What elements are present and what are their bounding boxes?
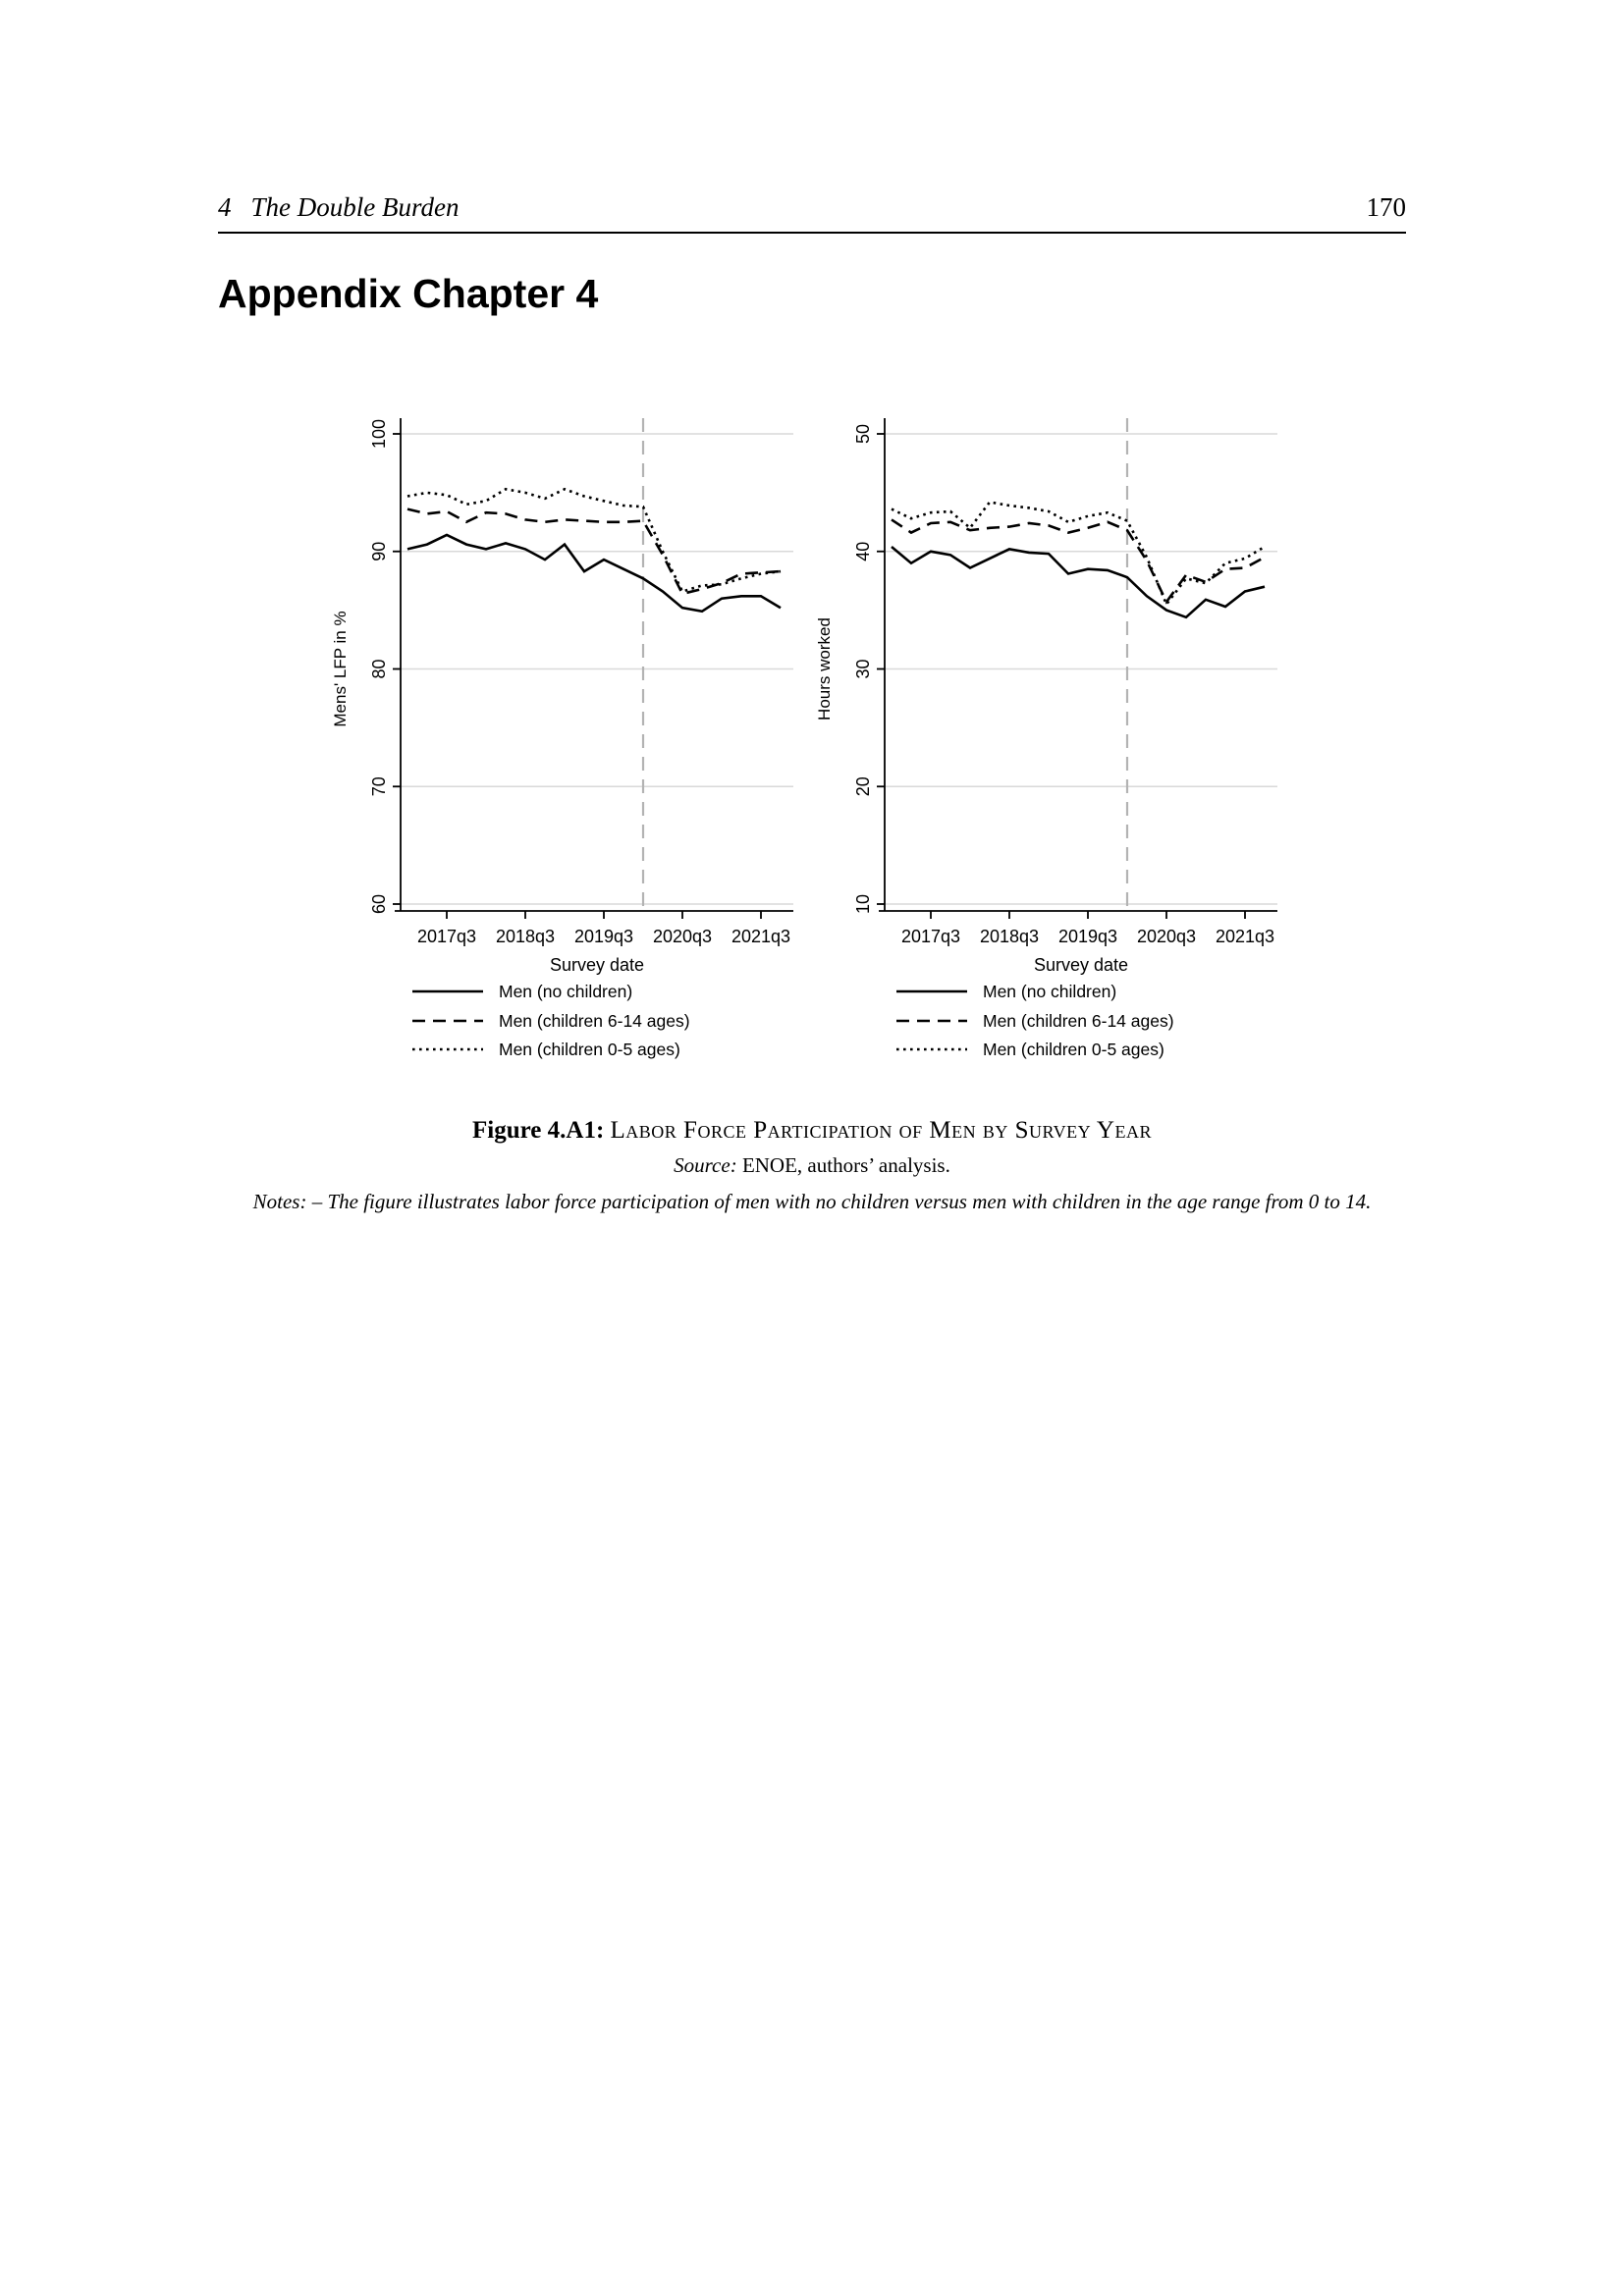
y-tick-label: 30 <box>853 659 873 678</box>
legend-label: Men (no children) <box>983 982 1116 1001</box>
figure-source: Source: ENOE, authors’ analysis. <box>218 1153 1406 1178</box>
y-tick-label: 100 <box>369 419 389 449</box>
figure-caption-title: Labor Force Participation of Men by Surv… <box>610 1117 1152 1144</box>
x-tick-label: 2021q3 <box>1216 927 1274 946</box>
legend-label: Men (children 0-5 ages) <box>499 1040 680 1059</box>
hours-chart: 50 40 30 20 10 Hours worked 2017q3 2018q3 2019q3… <box>815 418 1277 1059</box>
x-axis-title: Survey date <box>550 955 644 975</box>
x-tick-label: 2019q3 <box>574 927 633 946</box>
y-tick-label: 10 <box>853 894 873 914</box>
figure-caption-label: Figure 4.A1: <box>472 1117 605 1144</box>
hours-chart-panel: 50 40 30 20 10 Hours worked 2017q3 2018q3 2019q3… <box>720 405 1284 1078</box>
y-axis-title: Hours worked <box>815 617 834 721</box>
x-tick-label: 2017q3 <box>901 927 960 946</box>
series-line-longdash <box>406 507 782 596</box>
appendix-heading: Appendix Chapter 4 <box>218 271 599 316</box>
figure-caption: Figure 4.A1: Labor Force Participation o… <box>218 1117 1406 1145</box>
x-tick-label: 2018q3 <box>980 927 1039 946</box>
series-line-solid <box>406 533 782 614</box>
y-axis-title: Mens' LFP in % <box>331 611 350 726</box>
figure-notes-label: Notes: <box>252 1190 307 1213</box>
figure-caption-block: Figure 4.A1: Labor Force Participation o… <box>218 1117 1406 1218</box>
x-tick-label: 2021q3 <box>731 927 790 946</box>
legend-label: Men (children 0-5 ages) <box>983 1040 1164 1059</box>
figure-notes-text: – The figure illustrates labor force par… <box>311 1190 1372 1213</box>
y-tick-label: 70 <box>369 776 389 796</box>
series-line-solid <box>891 546 1266 619</box>
y-tick-label: 40 <box>853 542 873 561</box>
header-rule <box>218 232 1406 234</box>
legend-label: Men (no children) <box>499 982 632 1001</box>
figure-notes: Notes: – The figure illustrates labor fo… <box>233 1186 1391 1218</box>
lfp-chart-panel: 100 90 80 70 60 Mens' LFP in % 2017q3 2018q3 201… <box>236 405 800 1078</box>
y-tick-label: 80 <box>369 659 389 678</box>
figure-source-text: ENOE, authors’ analysis. <box>741 1153 950 1177</box>
running-header: 4 The Double Burden 170 <box>218 192 1406 222</box>
x-tick-label: 2017q3 <box>417 927 476 946</box>
y-tick-label: 50 <box>853 424 873 444</box>
x-tick-label: 2020q3 <box>1137 927 1196 946</box>
legend-label: Men (children 6-14 ages) <box>983 1011 1174 1031</box>
section-title: The Double Burden <box>250 192 460 222</box>
page-number: 170 <box>1366 192 1407 222</box>
x-tick-label: 2018q3 <box>496 927 555 946</box>
lfp-chart: 100 90 80 70 60 Mens' LFP in % 2017q3 2018q3 201… <box>331 418 793 1059</box>
x-axis-title: Survey date <box>1034 955 1128 975</box>
y-tick-label: 90 <box>369 542 389 561</box>
legend-label: Men (children 6-14 ages) <box>499 1011 690 1031</box>
series-line-longdash <box>891 518 1266 605</box>
x-tick-label: 2019q3 <box>1058 927 1117 946</box>
section-number: 4 <box>218 192 232 222</box>
y-tick-label: 60 <box>369 894 389 914</box>
y-tick-label: 20 <box>853 776 873 796</box>
x-tick-label: 2020q3 <box>653 927 712 946</box>
figure-source-label: Source: <box>674 1153 737 1177</box>
